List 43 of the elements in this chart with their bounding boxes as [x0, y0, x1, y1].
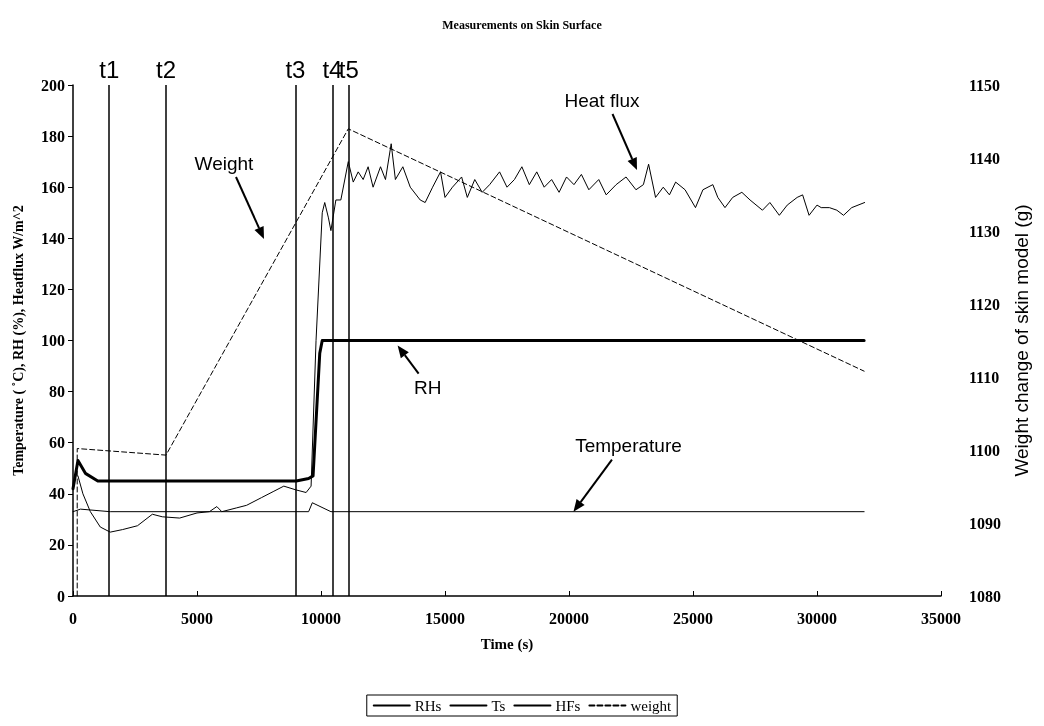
- x-axis-title: Time (s): [480, 635, 534, 653]
- annotation: RH: [413, 377, 442, 399]
- y-axis-title: Temperature ( ˚C), RH (%), Heatflux W/m^2: [10, 205, 27, 476]
- y2-tick-label: 1090: [969, 514, 1001, 532]
- ref-line-label: t3: [285, 55, 306, 83]
- y2-tick-label: 1140: [969, 149, 1001, 167]
- y2-axis-title: Weight change of skin model (g): [1010, 204, 1032, 477]
- y2-tick-label: 1100: [969, 441, 1001, 459]
- legend-label: weight: [630, 697, 673, 714]
- x-tick-label: 35000: [921, 609, 961, 627]
- legend-label: Ts: [491, 697, 506, 714]
- y-tick-label: 0: [57, 587, 65, 605]
- x-tick-label: 5000: [181, 609, 213, 627]
- annotation: Temperature: [575, 435, 682, 457]
- y-tick-label: 80: [49, 383, 65, 401]
- y-tick-label: 40: [49, 485, 65, 503]
- y2-tick-label: 1130: [969, 222, 1001, 240]
- x-tick-label: 20000: [549, 609, 589, 627]
- ref-line-label: t5: [338, 55, 359, 83]
- x-tick-label: 15000: [425, 609, 465, 627]
- x-tick-label: 30000: [797, 609, 837, 627]
- y-tick-label: 160: [41, 178, 65, 196]
- y2-tick-label: 1120: [969, 295, 1001, 313]
- x-tick-label: 0: [69, 609, 77, 627]
- y-tick-label: 120: [41, 280, 65, 298]
- chart-title: Measurements on Skin Surface: [442, 18, 603, 32]
- y-tick-label: 20: [49, 536, 65, 554]
- y2-tick-label: 1110: [969, 368, 1000, 386]
- y-tick-label: 180: [41, 127, 65, 145]
- ref-line-label: t1: [99, 55, 120, 83]
- y-tick-label: 200: [41, 76, 65, 94]
- y2-tick-label: 1080: [969, 587, 1001, 605]
- y-tick-label: 140: [41, 229, 65, 247]
- annotation: Weight: [194, 152, 255, 174]
- y-tick-label: 60: [49, 434, 65, 452]
- legend-label: RHs: [414, 697, 442, 714]
- legend-label: HFs: [555, 697, 581, 714]
- y2-tick-label: 1150: [969, 76, 1001, 94]
- x-tick-label: 10000: [301, 609, 341, 627]
- ref-line-label: t2: [155, 55, 177, 83]
- x-tick-label: 25000: [673, 609, 713, 627]
- annotation: Heat flux: [564, 89, 640, 111]
- y-tick-label: 100: [41, 332, 65, 349]
